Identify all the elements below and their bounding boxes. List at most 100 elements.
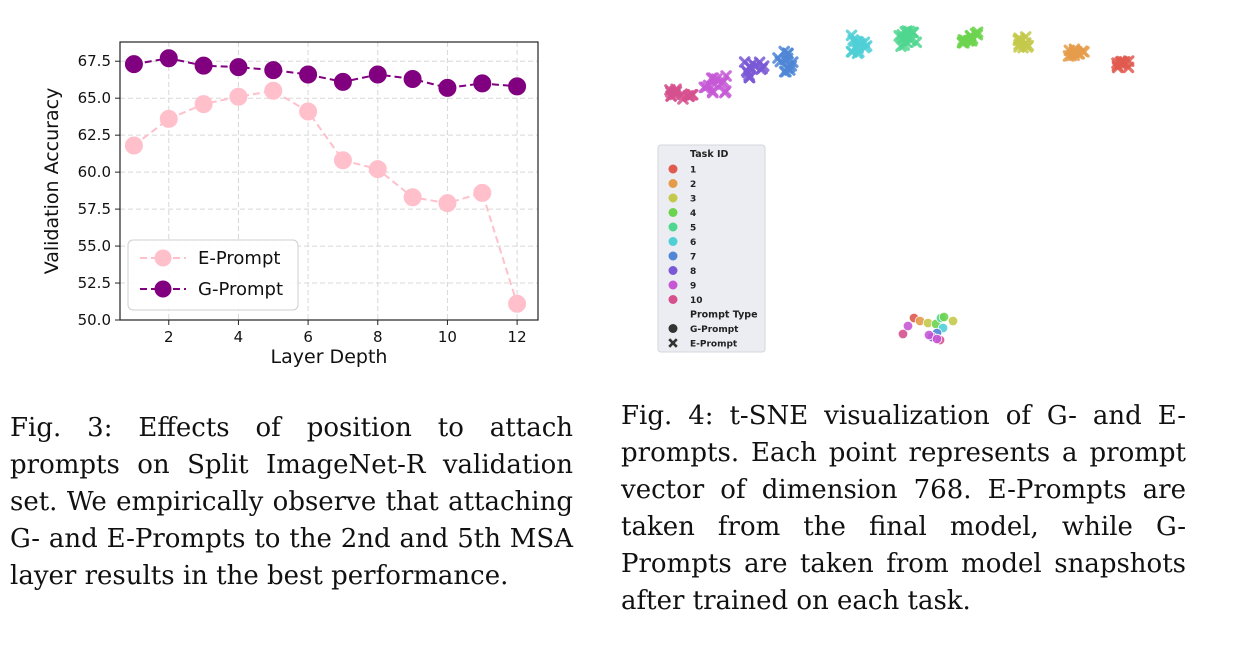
data-point xyxy=(438,194,457,213)
legend-label: 3 xyxy=(690,195,696,205)
legend-label: E-Prompt xyxy=(198,248,280,269)
y-axis-label: Validation Accuracy xyxy=(41,88,63,275)
x-stroke xyxy=(845,29,858,42)
e-prompt-point xyxy=(719,85,732,97)
plot-frame xyxy=(119,41,539,321)
e-prompt-point xyxy=(1019,38,1031,51)
chart-grid xyxy=(120,42,538,321)
x-axis-label: Layer Depth xyxy=(271,346,388,368)
data-point xyxy=(299,102,318,121)
figure-4-caption: Fig. 4: t-SNE visualization of G- and E-… xyxy=(621,398,1186,620)
e-prompt-point xyxy=(963,34,976,47)
x-stroke xyxy=(1068,49,1081,62)
data-point xyxy=(229,87,248,106)
x-stroke xyxy=(705,72,718,85)
legend-marker xyxy=(668,164,678,174)
x-stroke xyxy=(1013,41,1025,53)
data-point xyxy=(333,72,352,91)
e-prompt-point xyxy=(1013,41,1025,53)
legend-label: 4 xyxy=(690,209,696,219)
y-tick-label: 60.0 xyxy=(78,163,111,181)
e-prompt-point xyxy=(852,42,864,54)
chart-series xyxy=(124,49,527,313)
e-prompt-point xyxy=(774,55,787,68)
series-line xyxy=(133,57,518,89)
x-stroke xyxy=(1076,45,1089,57)
legend-marker xyxy=(154,280,172,298)
x-stroke xyxy=(778,65,791,78)
x-tick-label: 2 xyxy=(164,328,174,346)
x-stroke xyxy=(956,36,969,49)
e-prompt-point xyxy=(717,75,730,88)
x-tick-label: 6 xyxy=(303,328,313,346)
legend-type-label: E-Prompt xyxy=(690,340,738,350)
y-tick-label: 57.5 xyxy=(78,200,111,218)
x-stroke xyxy=(1114,56,1127,69)
x-tick-label: 10 xyxy=(438,328,457,346)
tsne-legend: Task ID 1 2 3 4 5 6 7 8 9 10 Prompt Type G-Prompt E-P… xyxy=(657,144,766,353)
e-prompt-point xyxy=(1114,56,1127,69)
y-tick-label: 67.5 xyxy=(78,52,111,70)
tsne-points xyxy=(664,25,1135,346)
legend-marker xyxy=(668,179,678,188)
legend-marker xyxy=(668,208,678,217)
x-stroke xyxy=(905,34,917,47)
x-tick-label: 12 xyxy=(508,328,527,346)
data-point xyxy=(299,65,318,84)
figure-3-label: Fig. 3: xyxy=(10,413,113,443)
legend-marker xyxy=(668,280,678,290)
legend-label: 5 xyxy=(690,224,696,234)
chart-legend: E-Prompt G-Prompt xyxy=(127,239,299,311)
g-prompt-point xyxy=(931,333,943,345)
data-point xyxy=(368,160,387,179)
e-prompt-point xyxy=(1068,46,1081,59)
data-point xyxy=(194,56,213,75)
data-point xyxy=(368,65,387,84)
x-stroke xyxy=(706,85,719,97)
data-point xyxy=(473,74,492,93)
x-stroke xyxy=(683,90,695,103)
data-point xyxy=(159,109,178,128)
data-point xyxy=(264,81,283,100)
g-prompt-point xyxy=(902,320,914,332)
x-stroke xyxy=(1068,46,1081,59)
data-point xyxy=(333,151,352,170)
legend-label: 6 xyxy=(690,238,696,248)
legend-marker xyxy=(668,193,678,203)
g-prompt-point xyxy=(938,311,950,323)
validation-accuracy-line-chart: 50.0 52.5 55.0 57.5 60.0 62.5 65.0 67.5 2 4 6 8 10 12… xyxy=(41,41,539,368)
legend-type-title: Prompt Type xyxy=(690,310,758,321)
x-stroke xyxy=(665,86,677,98)
g-prompt-point xyxy=(897,328,909,340)
data-point xyxy=(124,55,143,74)
data-point xyxy=(508,294,527,313)
legend-box xyxy=(657,144,766,353)
x-stroke xyxy=(847,34,859,46)
e-prompt-point xyxy=(683,90,695,103)
e-prompt-point xyxy=(743,71,756,84)
y-tick-label: 55.0 xyxy=(78,237,111,255)
e-prompt-point xyxy=(778,65,791,78)
legend-marker xyxy=(154,249,172,267)
legend-label: 8 xyxy=(690,267,696,277)
y-tick-label: 52.5 xyxy=(78,274,111,292)
data-point xyxy=(124,136,143,155)
x-stroke xyxy=(743,71,756,84)
legend-marker xyxy=(668,237,678,246)
data-point xyxy=(403,69,422,88)
tsne-scatter-plot: Task ID 1 2 3 4 5 6 7 8 9 10 Prompt Type G-Prompt E-P… xyxy=(657,25,1135,353)
legend-label: 1 xyxy=(690,166,696,176)
x-stroke xyxy=(745,62,757,75)
g-prompt-point xyxy=(947,315,959,327)
legend-marker xyxy=(668,222,678,232)
legend-type-label: G-Prompt xyxy=(690,325,739,335)
x-stroke xyxy=(717,75,730,88)
e-prompt-point xyxy=(665,86,677,98)
y-tick-label: 62.5 xyxy=(78,126,111,144)
legend-label: 9 xyxy=(690,282,696,292)
legend-x-marker xyxy=(668,338,678,348)
data-point xyxy=(508,77,527,96)
legend-marker xyxy=(668,295,678,304)
x-stroke xyxy=(1019,38,1031,51)
e-prompt-point xyxy=(755,63,767,76)
